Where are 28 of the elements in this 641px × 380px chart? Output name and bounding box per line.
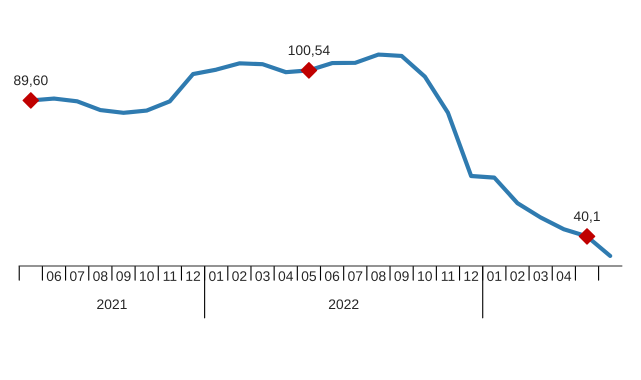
data-label: 89,60 [14,75,48,87]
x-tick-label: 03 [533,271,548,282]
x-tick-label: 09 [116,271,131,282]
text: 2022 [328,299,358,310]
x-tick-label: 08 [371,271,386,282]
x-tick-label: 02 [510,271,525,282]
x-tick-label: 09 [394,271,409,282]
data-label: 100,54 [288,45,330,57]
x-tick-label: 10 [418,271,432,282]
x-tick-label: 05 [302,271,316,282]
text: 2021 [97,299,127,310]
x-tick-label: 11 [164,271,176,281]
x-tick-label: 04 [278,271,294,282]
x-tick-label: 03 [255,271,270,282]
x-tick-label: 06 [46,271,62,282]
x-tick-label: 11 [442,271,454,281]
x-tick-label: 08 [93,271,108,282]
x-tick-label: 06 [324,271,340,282]
x-tick-label: 02 [232,271,246,282]
x-tick-label: 12 [186,271,200,281]
x-tick-label: 07 [70,271,84,282]
x-tick-label: 01 [209,271,224,282]
x-tick-label: 04 [556,271,572,282]
x-tick-label: 10 [140,271,154,282]
x-tick-label: 12 [464,271,478,281]
x-tick-label: 07 [348,271,362,282]
data-label: 40,1 [574,211,600,223]
x-tick-label: 01 [487,271,502,282]
